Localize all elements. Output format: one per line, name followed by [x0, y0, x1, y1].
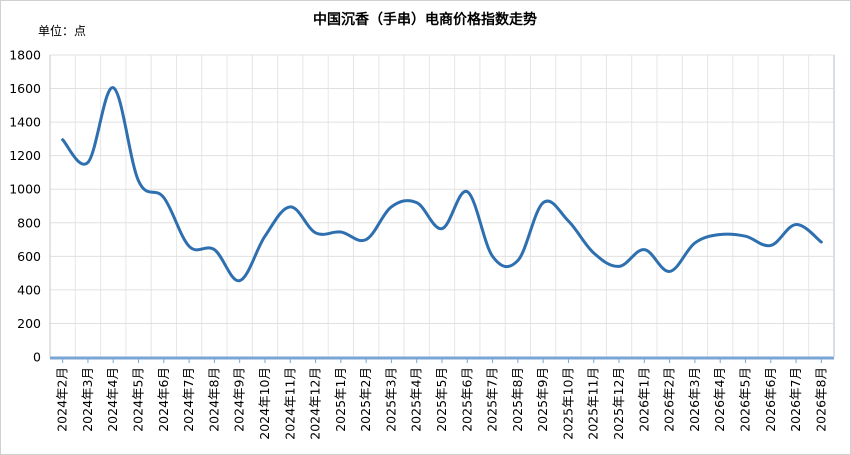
- data-point: [618, 265, 621, 268]
- data-point: [213, 248, 216, 251]
- data-point: [820, 241, 823, 244]
- x-tick-label: 2026年6月: [763, 367, 778, 432]
- x-tick-label: 2026年8月: [813, 367, 828, 432]
- data-point: [112, 86, 115, 89]
- unit-label: 单位：点: [38, 23, 86, 38]
- data-point: [289, 205, 292, 208]
- chart-title: 中国沉香（手串）电商价格指数走势: [313, 11, 537, 28]
- data-point: [188, 245, 191, 248]
- data-point: [719, 233, 722, 236]
- x-tick-label: 2026年3月: [687, 367, 702, 432]
- x-tick-label: 2024年11月: [282, 367, 297, 440]
- data-point: [769, 244, 772, 247]
- x-tick-label: 2025年11月: [586, 367, 601, 440]
- data-point: [491, 255, 494, 258]
- x-tick-label: 2024年6月: [156, 367, 171, 432]
- y-tick-label: 200: [17, 316, 41, 331]
- x-tick-label: 2026年5月: [737, 367, 752, 432]
- series-line: [61, 86, 823, 283]
- x-tick-label: 2026年7月: [788, 367, 803, 432]
- x-tick-label: 2025年8月: [510, 367, 525, 432]
- series: [61, 86, 823, 283]
- x-tick-label: 2024年8月: [206, 367, 221, 432]
- y-tick-label: 0: [33, 350, 41, 365]
- data-point: [542, 201, 545, 204]
- x-tick-label: 2024年3月: [80, 367, 95, 432]
- y-axis-ticks: 0 200 400 600 800 1000 1200 1400 1600 1800: [9, 48, 41, 365]
- axes: [49, 55, 835, 360]
- x-tick-label: 2024年12月: [308, 367, 323, 440]
- x-tick-label: 2024年9月: [232, 367, 247, 432]
- data-point: [137, 179, 140, 182]
- x-tick-label: 2025年2月: [358, 367, 373, 432]
- y-tick-label: 1600: [9, 81, 41, 96]
- x-tick-label: 2025年4月: [409, 367, 424, 432]
- data-point: [339, 231, 342, 234]
- x-tick-label: 2024年4月: [105, 367, 120, 432]
- data-point: [390, 205, 393, 208]
- x-tick-label: 2024年5月: [131, 367, 146, 432]
- x-tick-label: 2026年1月: [636, 367, 651, 432]
- grid: [49, 54, 835, 358]
- data-point: [643, 248, 646, 251]
- y-tick-label: 600: [17, 249, 41, 264]
- x-axis-ticks: 2024年2月 2024年3月 2024年4月 2024年5月 2024年6月 2024年…: [55, 359, 828, 440]
- data-point: [668, 270, 671, 273]
- x-tick-label: 2025年3月: [383, 367, 398, 432]
- data-point: [567, 220, 570, 223]
- data-point: [365, 238, 368, 241]
- data-point: [466, 190, 469, 193]
- x-tick-label: 2025年10月: [560, 367, 575, 440]
- x-tick-label: 2025年1月: [333, 367, 348, 432]
- x-tick-label: 2025年6月: [459, 367, 474, 432]
- data-point: [86, 161, 89, 164]
- data-point: [263, 235, 266, 238]
- data-point: [314, 231, 317, 234]
- y-tick-label: 400: [17, 282, 41, 297]
- data-point: [61, 138, 64, 141]
- x-tick-label: 2026年2月: [662, 367, 677, 432]
- y-tick-label: 1800: [9, 48, 41, 63]
- x-tick-label: 2025年7月: [485, 367, 500, 432]
- x-tick-label: 2024年2月: [55, 367, 70, 432]
- y-tick-label: 800: [17, 215, 41, 230]
- x-tick-label: 2024年10月: [257, 367, 272, 440]
- data-point: [162, 196, 165, 199]
- y-tick-label: 1400: [9, 115, 41, 130]
- x-tick-label: 2025年9月: [535, 367, 550, 432]
- data-point: [415, 201, 418, 204]
- data-point: [441, 227, 444, 230]
- x-tick-label: 2025年12月: [611, 367, 626, 440]
- data-point: [592, 251, 595, 254]
- x-tick-label: 2025年5月: [434, 367, 449, 432]
- y-tick-label: 1000: [9, 182, 41, 197]
- data-point: [516, 259, 519, 262]
- data-point: [693, 241, 696, 244]
- data-point: [795, 223, 798, 226]
- x-tick-label: 2026年4月: [712, 367, 727, 432]
- y-tick-label: 1200: [9, 148, 41, 163]
- data-point: [238, 279, 241, 282]
- data-point: [744, 235, 747, 238]
- x-tick-label: 2024年7月: [181, 367, 196, 432]
